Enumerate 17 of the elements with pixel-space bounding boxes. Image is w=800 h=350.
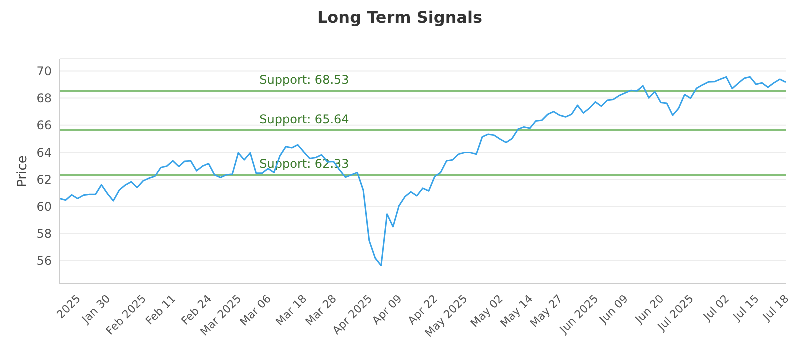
x-tick-label: Jul 15 xyxy=(730,292,762,324)
y-tick-label: 60 xyxy=(36,200,52,214)
x-tick-label: Jul 02 xyxy=(700,292,732,324)
y-tick-label: 58 xyxy=(36,227,52,242)
x-tick-label: Jun 09 xyxy=(596,292,631,327)
ref-line-label: Support: 68.53 xyxy=(260,73,350,88)
y-tick-label: 62 xyxy=(36,172,52,187)
y-tick-label: 64 xyxy=(36,146,52,160)
x-tick-label: Jul 18 xyxy=(760,292,792,324)
y-axis-title: Price xyxy=(16,156,31,188)
y-tick-label: 66 xyxy=(36,118,52,133)
y-tick-label: 68 xyxy=(36,92,52,106)
line-series xyxy=(59,76,787,267)
y-tick-label: 56 xyxy=(36,254,52,268)
chart-title: Long Term Signals xyxy=(316,8,484,29)
y-tick-label: 70 xyxy=(36,64,52,78)
ref-line-label: Support: 65.64 xyxy=(260,112,350,126)
